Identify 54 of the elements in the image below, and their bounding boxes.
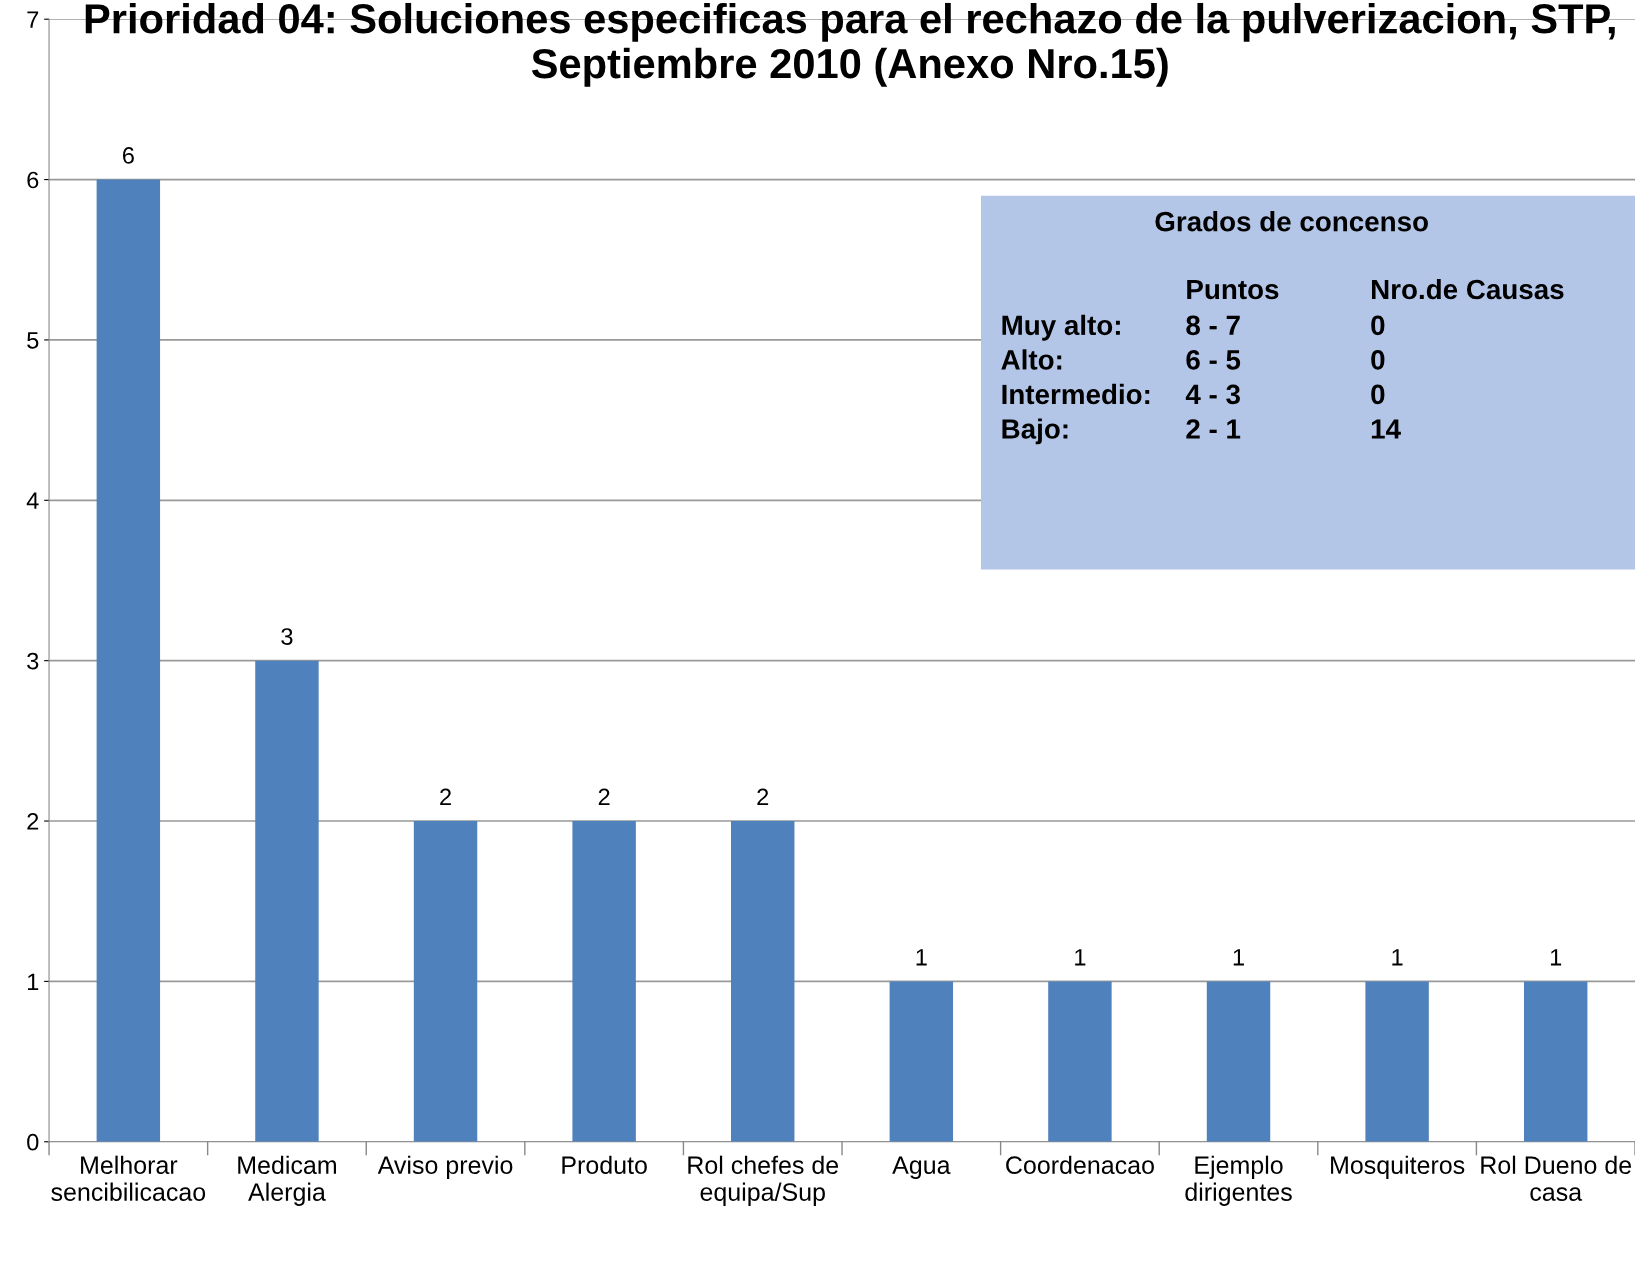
y-tick-label: 7 (27, 11, 39, 28)
data-label: 6 (122, 147, 134, 164)
x-tick-label: Aviso previo (377, 1155, 513, 1179)
x-tick-label: Ejemplo dirigentes (1185, 1155, 1292, 1206)
x-tick-label: Medicam Alergia (238, 1155, 336, 1206)
y-tick-label: 0 (27, 1133, 39, 1151)
data-label: 2 (598, 788, 610, 806)
y-tick-label: 3 (27, 652, 39, 670)
annotation: Intermedio: (1002, 383, 1150, 405)
annotation: 0 (1371, 384, 1385, 405)
chart-title: Prioridad 04: Soluciones especificas para el rechazo de la pulverizacion, STP, Septiembre 2010 (Anexo Nro.15) (85, 2, 1615, 87)
data-label: 1 (1550, 949, 1562, 966)
annotation: Alto: (1001, 349, 1062, 370)
data-label: 1 (1233, 949, 1244, 966)
y-tick-label: 2 (27, 813, 39, 830)
data-label: 1 (916, 949, 927, 966)
bar (731, 821, 795, 1142)
x-tick-label: Melhorar sencibilicacao (51, 1155, 206, 1201)
data-label: 1 (1075, 949, 1086, 966)
y-tick-label: 1 (28, 973, 39, 990)
annotation: Puntos (1187, 279, 1279, 300)
annotation: 8 - 7 (1186, 315, 1240, 336)
x-tick-label: Rol Dueno de casa (1481, 1155, 1632, 1201)
x-tick-label: Agua (892, 1156, 951, 1179)
bar (572, 821, 636, 1142)
y-tick-label: 4 (26, 492, 39, 509)
bar (1365, 981, 1429, 1142)
data-label: 1 (1392, 949, 1403, 966)
annotation: Muy alto: (1002, 314, 1120, 341)
annotation: 0 (1371, 315, 1385, 336)
bar (1048, 981, 1112, 1142)
y-tick-label: 6 (27, 171, 39, 189)
annotation: 2 - 1 (1186, 419, 1241, 439)
x-tick-label: Coordenacao (1006, 1155, 1154, 1175)
bar (255, 660, 319, 1142)
x-tick-label: Mosquiteros (1331, 1155, 1465, 1179)
bar (1523, 981, 1588, 1142)
annotation: 6 - 5 (1186, 350, 1241, 370)
annotation: Nro.de Causas (1371, 278, 1564, 300)
bar (889, 981, 954, 1142)
data-label: 2 (757, 788, 769, 806)
data-label: 3 (281, 628, 293, 645)
annotation: Grados de concenso (1155, 211, 1428, 232)
y-tick-label: 5 (27, 332, 39, 349)
x-tick-label: Produto (562, 1155, 647, 1175)
bar (1206, 981, 1271, 1142)
annotation: 14 (1371, 419, 1401, 439)
data-label: 2 (440, 788, 451, 806)
annotation: Bajo: (1002, 418, 1068, 445)
annotation: 4 - 3 (1185, 384, 1240, 405)
annotation: 0 (1371, 350, 1385, 370)
bar (413, 821, 478, 1142)
x-tick-label: Rol chefes de equipa/Sup (688, 1155, 839, 1206)
bar (96, 179, 161, 1142)
